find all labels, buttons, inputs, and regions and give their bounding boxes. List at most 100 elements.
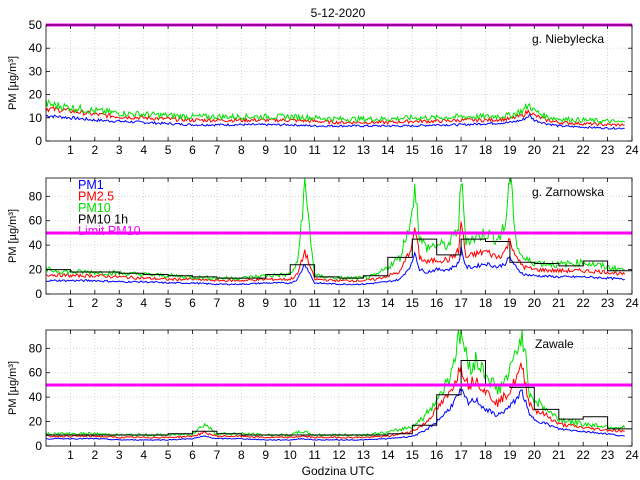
y-tick-label: 80 — [29, 341, 43, 355]
x-tick-label: 22 — [576, 296, 590, 310]
x-tick-label: 16 — [430, 143, 444, 157]
x-tick-label: 5 — [165, 296, 172, 310]
x-tick-label: 9 — [262, 143, 269, 157]
y-tick-label: 20 — [29, 415, 43, 429]
x-tick-label: 7 — [214, 296, 221, 310]
legend-entry: PM10 — [78, 201, 111, 215]
y-tick-label: 0 — [35, 439, 42, 453]
x-tick-label: 14 — [381, 143, 395, 157]
x-tick-label: 16 — [430, 296, 444, 310]
y-tick-label: 60 — [29, 366, 43, 380]
x-tick-label: 21 — [552, 296, 566, 310]
x-tick-label: 23 — [601, 296, 615, 310]
legend-entry: PM2.5 — [78, 190, 114, 204]
x-tick-label: 9 — [262, 296, 269, 310]
station-label: Zawale — [535, 337, 574, 351]
x-tick-label: 12 — [332, 296, 346, 310]
x-tick-label: 14 — [381, 296, 395, 310]
series-line-pm25 — [45, 105, 625, 127]
x-tick-label: 18 — [479, 296, 493, 310]
x-tick-label: 7 — [214, 143, 221, 157]
x-tick-label: 17 — [454, 448, 468, 462]
x-tick-label: 5 — [165, 448, 172, 462]
x-tick-label: 15 — [406, 143, 420, 157]
x-tick-label: 12 — [332, 448, 346, 462]
x-tick-label: 10 — [283, 448, 297, 462]
x-tick-label: 23 — [601, 143, 615, 157]
x-tick-label: 19 — [503, 296, 517, 310]
x-tick-label: 6 — [189, 296, 196, 310]
y-tick-label: 20 — [29, 263, 43, 277]
y-tick-label: 50 — [29, 18, 43, 32]
x-tick-label: 24 — [625, 143, 639, 157]
x-tick-label: 9 — [262, 448, 269, 462]
chart-panel-2: 1 2 3 4 5 6 7 8 9 10 11 12 13 14 15 16 17 18 19 20 21 22 23 240… — [7, 177, 639, 310]
x-tick-label: 8 — [238, 143, 245, 157]
x-tick-label: 12 — [332, 143, 346, 157]
x-tick-label: 10 — [283, 296, 297, 310]
x-tick-label: 8 — [238, 448, 245, 462]
x-tick-label: 5 — [165, 143, 172, 157]
x-tick-label: 17 — [454, 143, 468, 157]
y-axis-label: PM [µg/m³] — [7, 56, 19, 110]
x-tick-label: 3 — [116, 296, 123, 310]
series-line-pm101h — [46, 238, 632, 279]
y-tick-label: 30 — [29, 64, 43, 78]
y-tick-label: 40 — [29, 238, 43, 252]
x-tick-label: 22 — [576, 143, 590, 157]
x-tick-label: 16 — [430, 448, 444, 462]
x-tick-label: 2 — [91, 448, 98, 462]
y-tick-label: 20 — [29, 88, 43, 102]
legend-entry: PM1 — [78, 178, 104, 192]
x-tick-label: 10 — [283, 143, 297, 157]
x-tick-label: 3 — [116, 448, 123, 462]
x-tick-label: 8 — [238, 296, 245, 310]
x-tick-label: 18 — [479, 448, 493, 462]
series-line-pm1 — [45, 387, 625, 441]
x-tick-label: 18 — [479, 143, 493, 157]
x-axis-label: Godzina UTC — [302, 464, 375, 478]
series-line-pm101h — [46, 360, 632, 436]
x-tick-label: 4 — [140, 296, 147, 310]
y-axis-label: PM [µg/m³] — [7, 361, 19, 415]
y-tick-label: 0 — [35, 134, 42, 148]
chart-panel-3: 1 2 3 4 5 6 7 8 9 10 11 12 13 14 15 16 17 18 19 20 21 22 23 240… — [7, 329, 639, 462]
x-tick-label: 20 — [528, 143, 542, 157]
x-tick-label: 15 — [406, 296, 420, 310]
x-tick-label: 13 — [357, 143, 371, 157]
series-line-pm25 — [45, 221, 626, 283]
y-axis-label: PM [µg/m³] — [7, 209, 19, 263]
x-tick-label: 19 — [503, 448, 517, 462]
x-tick-label: 23 — [601, 448, 615, 462]
x-tick-label: 4 — [140, 143, 147, 157]
x-tick-label: 11 — [308, 143, 321, 157]
x-tick-label: 13 — [357, 448, 371, 462]
x-tick-label: 20 — [528, 448, 542, 462]
legend-entry: PM10 1h — [78, 213, 128, 227]
x-tick-label: 20 — [528, 296, 542, 310]
x-tick-label: 1 — [67, 448, 74, 462]
y-tick-label: 10 — [29, 111, 43, 125]
x-tick-label: 21 — [552, 143, 566, 157]
y-tick-label: 0 — [35, 287, 42, 301]
x-tick-label: 6 — [189, 143, 196, 157]
x-tick-label: 14 — [381, 448, 395, 462]
x-tick-label: 2 — [91, 296, 98, 310]
series-line-pm1 — [45, 246, 625, 286]
chart-panel-1: 1 2 3 4 5 6 7 8 9 10 11 12 13 14 15 16 17 18 19 20 21 22 23 240… — [7, 18, 639, 157]
series-line-pm10 — [45, 177, 625, 282]
x-tick-label: 11 — [308, 296, 321, 310]
station-label: g. Zarnowska — [532, 185, 604, 199]
x-tick-label: 6 — [189, 448, 196, 462]
series-line-pm10 — [45, 99, 626, 125]
y-tick-label: 40 — [29, 390, 43, 404]
x-tick-label: 24 — [625, 448, 639, 462]
x-tick-label: 15 — [406, 448, 420, 462]
x-tick-label: 2 — [91, 143, 98, 157]
x-tick-label: 19 — [503, 143, 517, 157]
x-tick-label: 1 — [67, 296, 74, 310]
x-tick-label: 4 — [140, 448, 147, 462]
x-tick-label: 24 — [625, 296, 639, 310]
y-tick-label: 40 — [29, 41, 43, 55]
